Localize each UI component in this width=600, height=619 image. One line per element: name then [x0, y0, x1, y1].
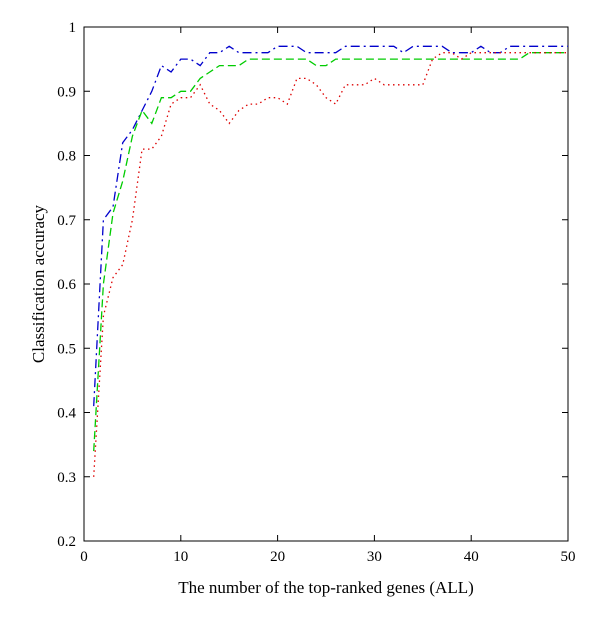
series-line-3: [93, 52, 568, 477]
series-line-2: [93, 52, 568, 452]
x-tick-label: 50: [561, 549, 576, 565]
x-axis-label: The number of the top-ranked genes (ALL): [178, 578, 474, 597]
x-tick-label: 20: [270, 549, 285, 565]
x-tick-label: 10: [173, 549, 188, 565]
plot-area: [83, 26, 569, 542]
y-tick-label: 0.5: [57, 341, 76, 357]
y-tick-label: 0.2: [57, 534, 76, 550]
y-tick-label: 0.9: [57, 84, 76, 100]
tick-layer: 0 10 20 30 40 50 0.2 0.3 0.4 0.5 0.6 0.7 0.8 0.9 1: [57, 20, 575, 565]
series-layer: [93, 45, 568, 477]
y-tick-label: 1: [69, 20, 77, 36]
series-line-1: [93, 45, 568, 407]
x-tick-label: 40: [464, 549, 479, 565]
y-tick-label: 0.6: [57, 277, 76, 293]
x-tick-label: 30: [367, 549, 382, 565]
x-tick-label: 0: [80, 549, 88, 565]
y-tick-label: 0.4: [57, 406, 76, 422]
y-axis-label: Classification accuracy: [29, 204, 48, 363]
y-tick-label: 0.7: [57, 213, 76, 229]
y-tick-label: 0.3: [57, 470, 76, 486]
y-tick-label: 0.8: [57, 149, 76, 165]
